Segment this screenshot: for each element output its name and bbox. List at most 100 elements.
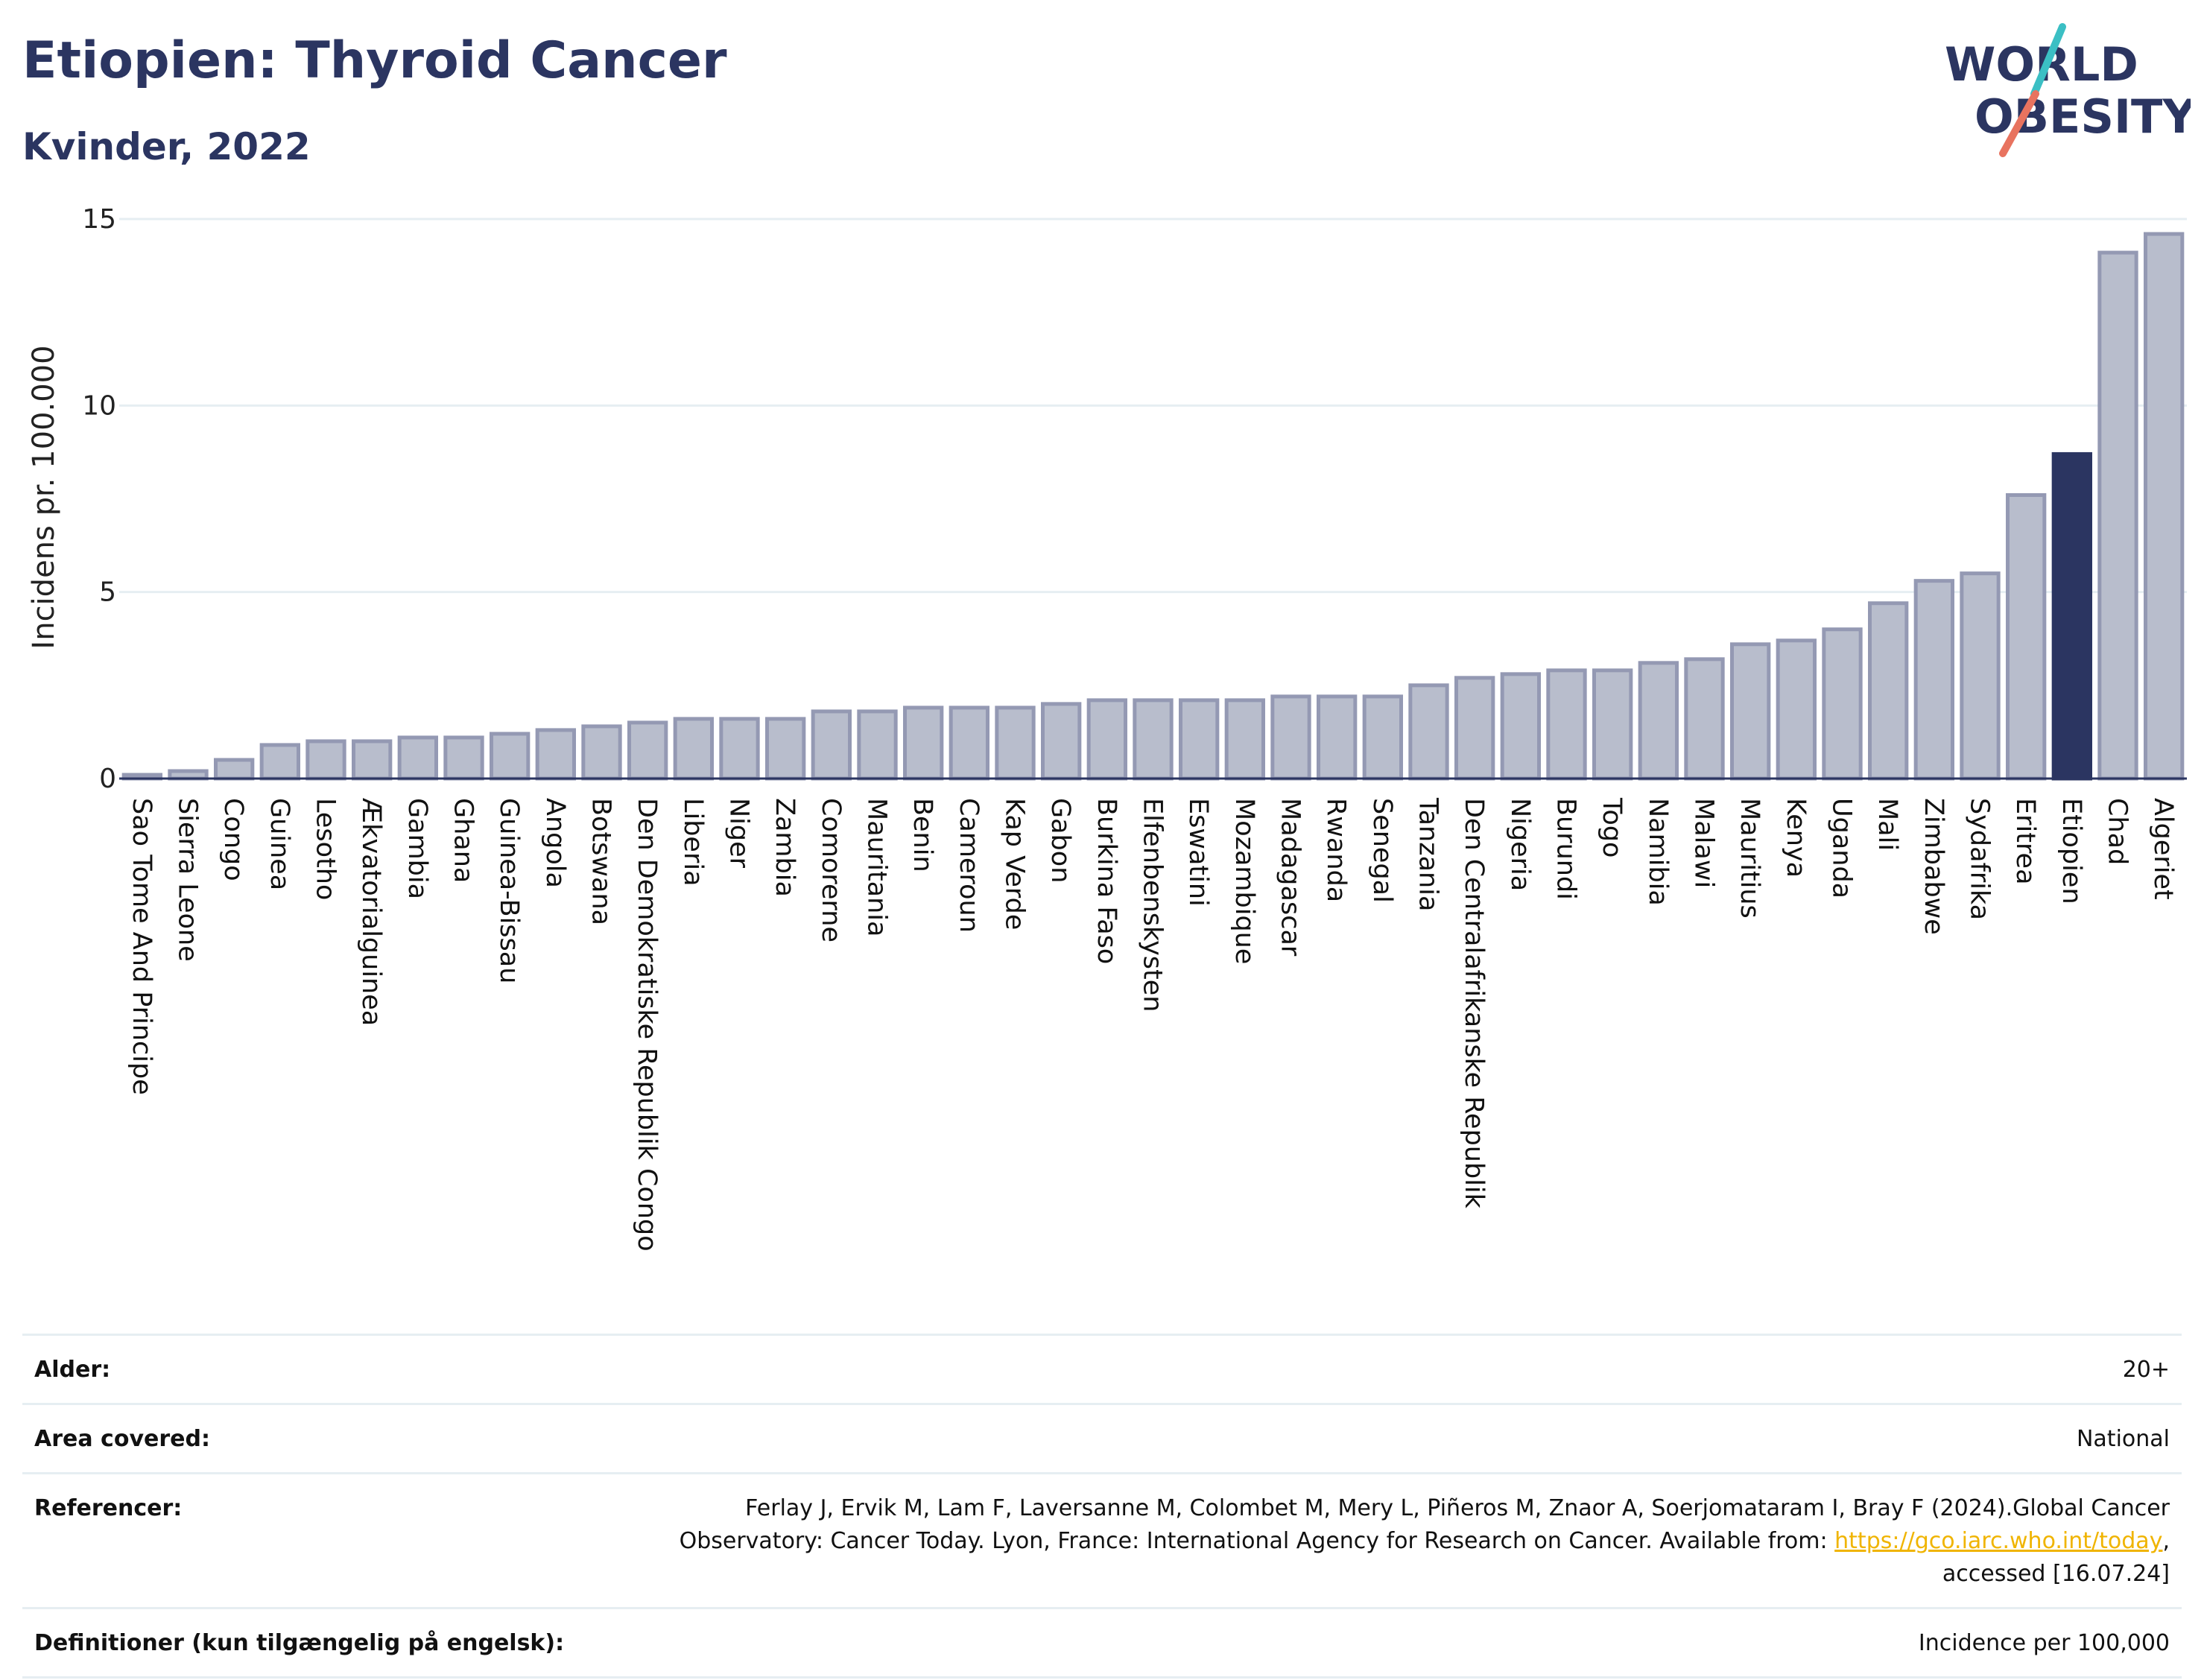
bar (168, 769, 209, 781)
x-tick-label: Congo (218, 798, 248, 881)
x-tick-label: Cameroun (954, 798, 984, 933)
x-tick-label: Lesotho (311, 798, 341, 900)
bar (1913, 579, 1955, 781)
bar (1546, 668, 1587, 781)
grid-lines (119, 218, 2187, 594)
y-tick-label: 0 (99, 764, 116, 794)
x-tick-label: Angola (540, 798, 570, 888)
x-tick-label: Nigeria (1505, 798, 1535, 891)
bar (490, 732, 531, 781)
x-tick-label: Den Centralafrikanske Republik (1459, 798, 1489, 1209)
references-link[interactable]: https://gco.iarc.who.int/today (1834, 1528, 2163, 1554)
x-tick-label: Botswana (586, 798, 616, 925)
chart-title: Etiopien: Thyroid Cancer (22, 31, 727, 90)
bar (2051, 451, 2093, 781)
bar (1730, 642, 1771, 781)
x-tick-label: Guinea-Bissau (494, 798, 524, 983)
bar (1868, 601, 1909, 781)
bar (995, 706, 1036, 781)
x-tick-label: Elfenbenskysten (1138, 798, 1168, 1012)
bar (673, 717, 715, 781)
x-tick-label: Namibia (1643, 798, 1673, 906)
bar (949, 706, 989, 781)
bar (1362, 694, 1403, 781)
x-tick-label: Togo (1597, 797, 1627, 858)
x-tick-label: Den Demokratiske Republik Congo (632, 798, 662, 1252)
bar (627, 720, 668, 781)
bar (1317, 694, 1358, 781)
bar (535, 728, 577, 781)
x-tick-label: Algeriet (2148, 798, 2178, 900)
x-tick-label: Zambia (770, 798, 799, 897)
x-tick-label: Sao Tome And Principe (127, 798, 156, 1095)
info-row-age: Alder: 20+ (22, 1336, 2182, 1405)
y-tick-label: 15 (82, 204, 116, 235)
bar (2006, 492, 2047, 781)
x-tick-label: Rwanda (1321, 798, 1351, 902)
bar (1684, 657, 1725, 781)
bar (1638, 661, 1679, 781)
x-tick-label: Benin (908, 798, 937, 872)
bar (1270, 694, 1311, 781)
area-label: Area covered: (34, 1426, 210, 1452)
bar (811, 709, 852, 781)
x-tick-label: Sierra Leone (173, 798, 203, 962)
references-text-1: Ferlay J, Ervik M, Lam F, Laversanne M, … (679, 1495, 2170, 1554)
bar (903, 706, 944, 781)
bar (1133, 698, 1174, 781)
x-tick-label: Liberia (678, 798, 708, 887)
bar (2097, 250, 2138, 781)
definitions-value: Incidence per 100,000 (1918, 1630, 2170, 1656)
bar (857, 709, 898, 781)
bar (1592, 668, 1633, 781)
bar (1822, 627, 1863, 781)
x-tick-label: Mauritania (862, 798, 892, 936)
x-tick-label: Uganda (1827, 798, 1857, 898)
bar-chart: 0 5 10 15 Sao Tome And Principe Sierra Leone… (27, 204, 2187, 1252)
x-tick-label: Sydafrika (1965, 798, 1995, 920)
info-row-references: Referencer: Ferlay J, Ervik M, Lam F, La… (22, 1474, 2182, 1609)
bar (397, 735, 439, 781)
definitions-label: Definitioner (kun tilgængelig på engelsk… (34, 1630, 565, 1656)
x-tick-label: Senegal (1367, 798, 1397, 903)
x-tick-label: Eswatini (1183, 798, 1213, 907)
x-tick-label: Madagascar (1276, 798, 1305, 957)
x-tick-label: Niger (724, 798, 754, 869)
world-obesity-logo: WORLD OBESITY (1945, 23, 2191, 157)
bar (1224, 698, 1265, 781)
bar (1041, 702, 1082, 781)
x-tick-label: Gambia (402, 798, 432, 899)
chart-subtitle: Kvinder, 2022 (22, 125, 311, 168)
references-value: Ferlay J, Ervik M, Lam F, Laversanne M, … (605, 1492, 2170, 1591)
x-tick-label: Etiopien (2056, 798, 2086, 904)
x-tick-label: Comorerne (816, 798, 846, 942)
x-tick-label: Guinea (265, 798, 294, 890)
references-text-2: , accessed [16.07.24] (1942, 1528, 2170, 1587)
bar (1086, 698, 1127, 781)
x-tick-label: Mauritius (1735, 798, 1764, 919)
info-row-definitions: Definitioner (kun tilgængelig på engelsk… (22, 1609, 2182, 1679)
age-label: Alder: (34, 1357, 111, 1383)
x-tick-label: Ækvatorialguinea (356, 798, 386, 1026)
bar (259, 743, 300, 781)
area-value: National (2076, 1426, 2170, 1452)
info-row-area: Area covered: National (22, 1405, 2182, 1474)
bar (1179, 698, 1220, 781)
bar (305, 739, 346, 781)
info-table: Alder: 20+ Area covered: National Refere… (22, 1334, 2182, 1679)
logo-slash-coral (1999, 90, 2039, 157)
bar (1408, 683, 1449, 781)
bar (581, 724, 622, 781)
bar (1776, 638, 1817, 781)
bar (1454, 676, 1495, 781)
x-tick-label: Eritrea (2010, 798, 2040, 885)
bar (1500, 672, 1541, 781)
x-tick-label: Kenya (1781, 798, 1811, 878)
y-axis-title: Incidens pr. 100.000 (27, 345, 61, 649)
y-tick-label: 5 (99, 577, 116, 608)
x-tick-label: Gabon (1045, 798, 1075, 883)
references-label: Referencer: (34, 1495, 183, 1521)
bar (214, 758, 255, 781)
x-tick-label: Tanzania (1413, 797, 1443, 911)
x-tick-label: Mali (1872, 798, 1902, 851)
